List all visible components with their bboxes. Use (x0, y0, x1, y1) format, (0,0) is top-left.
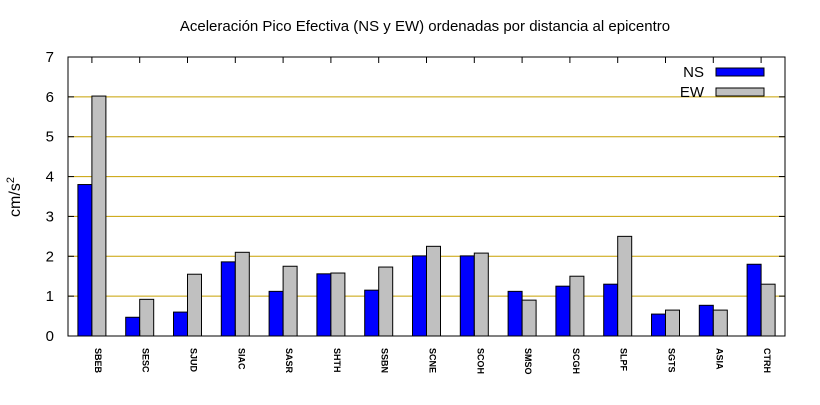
x-tick-label: CTRH (762, 348, 772, 373)
bar-ns-sesc (125, 316, 141, 337)
y-tick-label: 1 (46, 288, 54, 305)
bar-ew-sgts (665, 309, 680, 337)
x-tick-label: SMSO (523, 348, 533, 375)
bar-ew-scne (426, 245, 441, 337)
x-tick-label: ASIA (714, 348, 724, 370)
x-tick-label: SESC (141, 348, 151, 373)
x-tick-label: SSBN (380, 348, 390, 373)
x-tick-label: SIAC (236, 348, 246, 370)
bar-ns-ctrh (746, 263, 762, 337)
legend: NS EW (680, 64, 765, 101)
x-tick-label: SCNE (428, 348, 438, 373)
y-tick-label: 7 (46, 49, 54, 66)
y-axis-label-base: cm/s (7, 183, 24, 217)
bar-ns-slpf (603, 283, 619, 337)
x-tick-label: SJUD (189, 348, 199, 373)
x-tick-label: SBEB (93, 348, 103, 374)
bars (77, 95, 776, 337)
y-tick-label: 2 (46, 248, 54, 265)
x-tick-label: SASR (284, 348, 294, 374)
x-tick-label: SLPF (619, 348, 629, 372)
x-tick-label: SHTH (332, 348, 342, 373)
bar-ew-ssbn (378, 266, 394, 337)
y-axis-label-exponent: 2 (5, 177, 17, 183)
bar-ew-scoh (473, 252, 489, 337)
y-tick-label: 5 (46, 129, 54, 146)
bar-ew-shth (330, 272, 346, 337)
bar-ew-slpf (617, 235, 633, 337)
bar-ns-shth (316, 273, 332, 337)
bar-ns-sbeb (77, 184, 93, 337)
chart-title: Aceleración Pico Efectiva (NS y EW) orde… (180, 18, 670, 35)
bar-ew-sjud (187, 273, 202, 337)
legend-swatch-ns (715, 67, 765, 77)
legend-swatch-ew (715, 87, 765, 97)
bar-ew-asia (712, 309, 728, 337)
bar-ew-sasr (282, 265, 298, 337)
bar-ns-siac (220, 261, 236, 337)
y-tick-label: 6 (46, 89, 54, 106)
bar-ns-ssbn (364, 289, 380, 337)
x-tick-label: SCGH (571, 348, 581, 374)
bar-ns-scne (412, 255, 427, 337)
bar-ew-sesc (139, 298, 155, 337)
bar-ns-smso (507, 290, 523, 337)
y-tick-label: 4 (46, 169, 54, 186)
axis-ticks: 0 1 2 3 4 5 6 7 SBEB SESC SJUD SIAC SASR SHTH SSBN SCNE… (46, 49, 785, 375)
x-tick-label: SGTS (667, 348, 677, 373)
y-tick-label: 3 (46, 208, 54, 225)
y-tick-label: 0 (46, 328, 54, 345)
bar-ew-scgh (569, 275, 585, 337)
x-tick-label: SCOH (475, 348, 485, 374)
bar-ns-sgts (651, 313, 666, 337)
grid-lines (68, 96, 785, 297)
bar-ns-scgh (555, 285, 571, 337)
bar-ns-scoh (459, 255, 475, 337)
bar-ns-sjud (173, 311, 188, 337)
y-axis-label: cm/s2 (5, 177, 24, 217)
bar-ew-ctrh (760, 283, 776, 337)
bar-ew-sbeb (91, 95, 107, 337)
bar-ns-sasr (268, 290, 284, 337)
bar-ew-siac (234, 251, 250, 337)
legend-label-ns: NS (683, 64, 704, 81)
legend-label-ew: EW (680, 84, 705, 101)
bar-ns-asia (698, 304, 714, 337)
bar-ew-smso (521, 299, 537, 337)
